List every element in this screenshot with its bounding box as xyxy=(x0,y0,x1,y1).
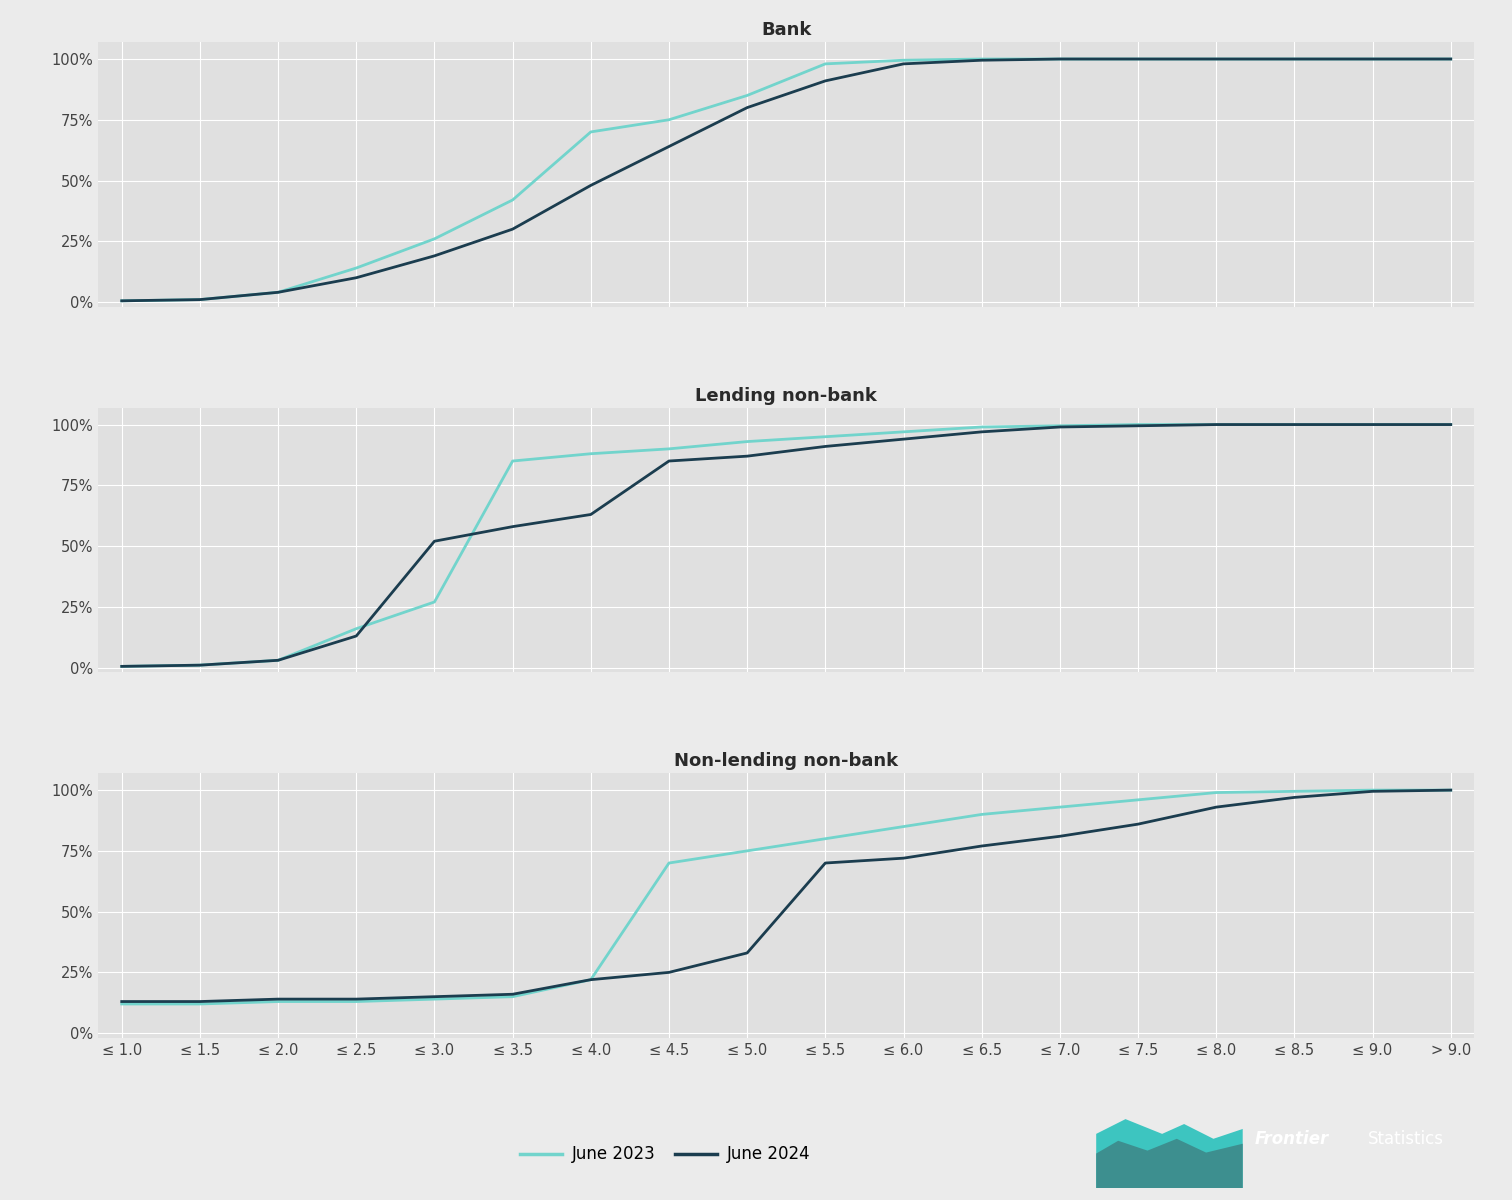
Polygon shape xyxy=(1096,1139,1243,1188)
Title: Bank: Bank xyxy=(761,22,812,40)
Text: Frontier: Frontier xyxy=(1255,1130,1329,1147)
Text: Statistics: Statistics xyxy=(1368,1130,1444,1147)
Title: Non-lending non-bank: Non-lending non-bank xyxy=(674,752,898,770)
Legend: June 2023, June 2024: June 2023, June 2024 xyxy=(513,1139,818,1170)
Title: Lending non-bank: Lending non-bank xyxy=(696,386,877,404)
Polygon shape xyxy=(1096,1120,1243,1188)
